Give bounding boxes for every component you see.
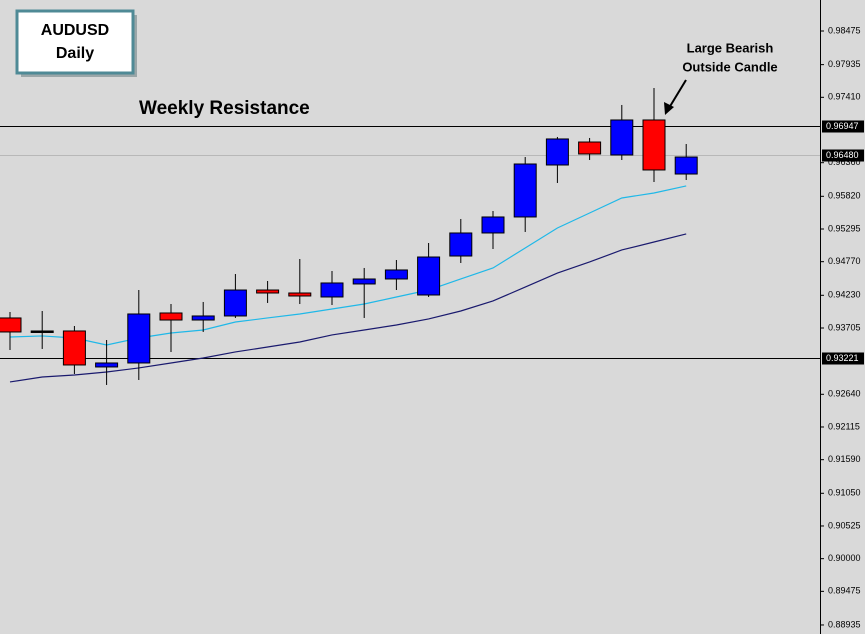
y-tick-label: 0.90000 [828,553,861,563]
annotation: Weekly Resistance [139,98,310,119]
y-tick-label: 0.95295 [828,223,861,233]
candle-body [159,312,183,321]
symbol-box: AUDUSD Daily [15,9,137,77]
arrow-head [664,102,674,115]
candle-body [191,315,215,321]
candle-body [642,119,666,171]
candle-body [256,289,280,294]
y-tick-label: 0.90525 [828,520,861,530]
candle-body [513,163,537,218]
y-tick-label: 0.95820 [828,191,861,201]
arrow-shaft [668,79,687,109]
y-tick-label: 0.94230 [828,290,861,300]
y-tick-label: 0.91590 [828,454,861,464]
candle-body [384,269,408,280]
candle-body [320,282,344,298]
candle-body [30,330,54,333]
candle-body [223,289,247,317]
candle-body [481,216,505,234]
candle-body [545,138,569,166]
y-tick-label: 0.88935 [828,619,861,629]
price-label: 0.96480 [826,150,859,160]
y-tick-label: 0.97410 [828,92,861,102]
box [15,9,135,75]
price-label-box [822,120,864,133]
candle-body [288,292,312,297]
candle-body [449,232,473,257]
annotation: Outside Candle [682,59,777,74]
symbol: AUDUSD [41,22,109,39]
price-label-box [822,352,864,365]
moving-average [9,233,687,383]
candle-body [95,362,119,368]
y-tick-label: 0.92115 [828,421,860,431]
y-tick-label: 0.97935 [828,59,861,69]
timeframe: Daily [56,45,94,62]
y-tick-label: 0.96360 [828,157,861,167]
y-tick-label: 0.89475 [828,586,861,596]
y-tick-label: 0.91050 [828,488,861,498]
candle-body [610,119,634,156]
candle-body [352,278,376,285]
candle-body [0,317,22,333]
y-tick-label: 0.98475 [828,25,861,35]
price-label: 0.96947 [826,121,859,131]
candle-body [62,330,86,366]
y-tick-label: 0.94770 [828,256,861,266]
price-label-box [822,149,864,162]
price-label: 0.93221 [826,353,859,363]
y-tick-label: 0.92640 [828,389,861,399]
candle-body [578,141,602,155]
plot-area [0,87,820,385]
arrow [664,79,687,115]
y-tick-label: 0.93705 [828,322,861,332]
annotation: Large Bearish [687,40,774,55]
candle-body [674,156,698,175]
candle-body [127,313,151,364]
moving-average [9,185,687,346]
candle-body [417,256,441,296]
